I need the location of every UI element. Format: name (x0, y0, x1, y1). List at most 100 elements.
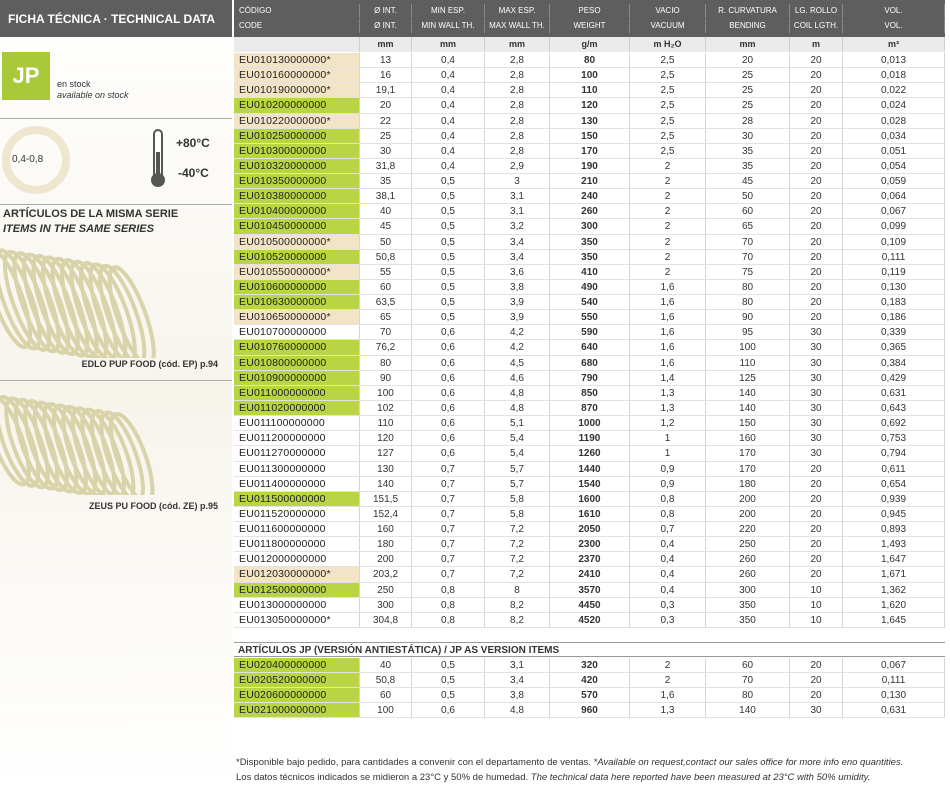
table-cell: 0,365 (843, 340, 945, 356)
table-cell: 63,5 (360, 295, 412, 311)
table-cell: 80 (550, 53, 630, 69)
table-cell: 20 (790, 491, 843, 507)
table-cell: 3,2 (485, 219, 550, 235)
table-cell: 20 (790, 522, 843, 538)
table-cell: 0,4 (412, 113, 485, 129)
table-cell: 0,111 (843, 673, 945, 688)
table-cell: 3,1 (485, 658, 550, 673)
column-header: MAX WALL TH. (485, 19, 550, 33)
table-cell: 30 (790, 340, 843, 356)
table-cell: 1,2 (630, 416, 706, 432)
table-cell: 870 (550, 400, 630, 417)
table-header (234, 0, 945, 37)
table-cell: 0,5 (412, 279, 485, 296)
hose-coil (108, 411, 155, 495)
table-cell: 0,064 (843, 189, 945, 205)
table-cell: 170 (706, 461, 790, 477)
item-code: EU010550000000* (234, 264, 360, 280)
table-cell: 260 (706, 552, 790, 568)
table-cell: 0,794 (843, 446, 945, 462)
table-cell: 4,6 (485, 370, 550, 386)
table-cell: 1,3 (630, 400, 706, 417)
item-code: EU010160000000* (234, 68, 360, 84)
table-cell: 30 (790, 355, 843, 371)
table-cell: 0,8 (412, 597, 485, 613)
table-cell: 0,059 (843, 174, 945, 190)
table-cell: 140 (706, 385, 790, 401)
table-cell: 60 (706, 204, 790, 220)
table-cell: 130 (550, 113, 630, 129)
table-cell: 790 (550, 370, 630, 386)
item-code: EU010250000000 (234, 128, 360, 144)
table-cell: 0,4 (630, 537, 706, 553)
thermometer-fill (156, 152, 160, 178)
table-cell: 0,6 (412, 325, 485, 341)
table-cell: 80 (706, 295, 790, 311)
table-cell: 1,6 (630, 279, 706, 296)
table-cell: 0,4 (630, 582, 706, 598)
hose-coil (42, 402, 88, 495)
column-header: LG. ROLLO (790, 4, 843, 18)
table-cell: 300 (706, 582, 790, 598)
table-cell: 2 (630, 264, 706, 280)
table-cell: 0,643 (843, 400, 945, 417)
table-cell: 1,362 (843, 582, 945, 598)
table-cell: 3,6 (485, 264, 550, 280)
table-cell: 640 (550, 340, 630, 356)
table-cell: 0,8 (630, 506, 706, 523)
table-cell: 5,4 (485, 446, 550, 462)
table-cell: 0,024 (843, 98, 945, 114)
item-code: EU010190000000* (234, 83, 360, 99)
hose-coil (50, 256, 99, 358)
table-cell: 0,5 (412, 234, 485, 250)
table-cell: 20 (790, 158, 843, 175)
table-cell: 0,4 (412, 98, 485, 114)
item-code: EU010380000000 (234, 189, 360, 205)
hose-coil (0, 394, 41, 488)
table-cell: 200 (706, 506, 790, 523)
table-cell: 3,4 (485, 249, 550, 265)
divider (0, 380, 232, 381)
table-cell: 0,8 (630, 491, 706, 507)
item-code: EU011000000000 (234, 385, 360, 401)
table-cell: 0,5 (412, 310, 485, 326)
table-cell: 10 (790, 582, 843, 598)
table-cell: 0,4 (412, 158, 485, 175)
table-cell: 0,6 (412, 703, 485, 718)
table-cell: 0,7 (630, 522, 706, 538)
table-cell: 0,692 (843, 416, 945, 432)
table-cell: 20 (790, 688, 843, 703)
table-cell: 45 (360, 219, 412, 235)
table-cell: 35 (706, 158, 790, 175)
item-code: EU011200000000 (234, 431, 360, 447)
table-cell: 50 (706, 189, 790, 205)
table-cell: 203,2 (360, 567, 412, 583)
table-cell: 0,109 (843, 234, 945, 250)
unit: g/m (550, 37, 630, 52)
table-cell: 125 (706, 370, 790, 386)
hose-coil (69, 259, 118, 358)
table-cell: 0,5 (412, 204, 485, 220)
table-cell: 4,8 (485, 703, 550, 718)
table-cell: 0,130 (843, 279, 945, 296)
table-cell: 20 (790, 295, 843, 311)
table-cell: 170 (550, 143, 630, 159)
icons (2, 126, 165, 194)
item-code: EU013000000000 (234, 597, 360, 613)
table-cell: 25 (360, 128, 412, 144)
table-cell: 0,5 (412, 295, 485, 311)
table-cell: 2 (630, 234, 706, 250)
table-cell: 2,8 (485, 113, 550, 129)
table-cell: 20 (790, 476, 843, 492)
table-cell: 1,3 (630, 703, 706, 718)
table-cell: 2,8 (485, 83, 550, 99)
table-cell: 220 (706, 522, 790, 538)
hose-coil (98, 263, 147, 358)
table-cell: 1,6 (630, 325, 706, 341)
column-header: Ø INT. (360, 19, 412, 33)
table-cell: 7,2 (485, 552, 550, 568)
table-cell: 0,6 (412, 385, 485, 401)
table-cell: 0,7 (412, 506, 485, 523)
table-cell: 0,611 (843, 461, 945, 477)
item-code: EU010130000000* (234, 53, 360, 69)
